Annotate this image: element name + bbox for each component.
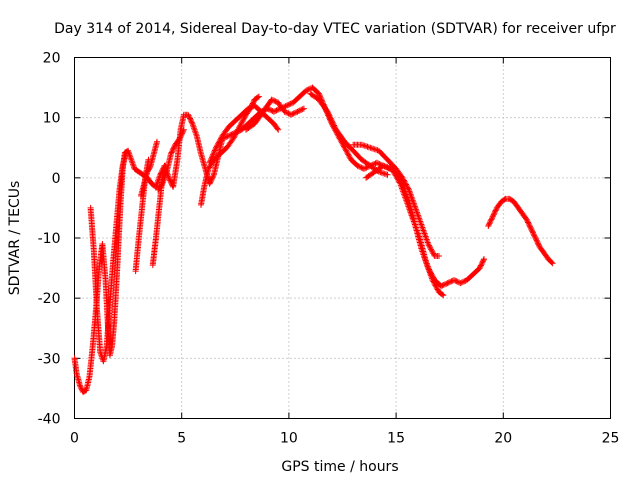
x-tick-label: 0 xyxy=(70,431,79,447)
chart-title: Day 314 of 2014, Sidereal Day-to-day VTE… xyxy=(54,21,616,37)
y-tick-label: 0 xyxy=(52,171,61,187)
series-arc-8 xyxy=(485,195,556,267)
y-tick-label: 20 xyxy=(43,51,61,67)
series-left-spike-a xyxy=(87,150,129,365)
series-markers xyxy=(350,141,442,259)
x-tick-label: 15 xyxy=(387,431,405,447)
y-tick-label: -10 xyxy=(38,231,61,247)
series-markers xyxy=(485,195,556,267)
x-tick-label: 25 xyxy=(602,431,620,447)
x-tick-label: 10 xyxy=(280,431,298,447)
series-arc-1 xyxy=(155,126,187,193)
y-tick-label: 10 xyxy=(43,111,61,127)
series-left-spike-c xyxy=(138,138,160,199)
series-markers xyxy=(155,126,187,193)
x-tick-label: 20 xyxy=(494,431,512,447)
series-markers xyxy=(87,150,129,365)
y-tick-label: -30 xyxy=(38,351,61,367)
series-arc-7 xyxy=(363,162,447,299)
series-markers xyxy=(243,96,307,133)
data-series xyxy=(71,84,556,395)
ticks: 0 5 10 15 20 25 -40 -30 -20 -10 0 10 20 xyxy=(38,51,620,447)
x-axis-label: GPS time / hours xyxy=(281,459,398,475)
series-arc-2 xyxy=(198,93,262,208)
grid xyxy=(74,57,611,419)
y-tick-label: -20 xyxy=(38,291,61,307)
series-arc-6 xyxy=(350,141,442,259)
series-arc-4 xyxy=(243,96,307,133)
x-tick-label: 5 xyxy=(177,431,186,447)
y-axis-label: SDTVAR / TECUs xyxy=(7,181,23,296)
series-markers xyxy=(198,93,262,208)
series-markers xyxy=(138,138,160,199)
series-markers xyxy=(363,162,447,299)
y-tick-label: -40 xyxy=(38,412,61,428)
